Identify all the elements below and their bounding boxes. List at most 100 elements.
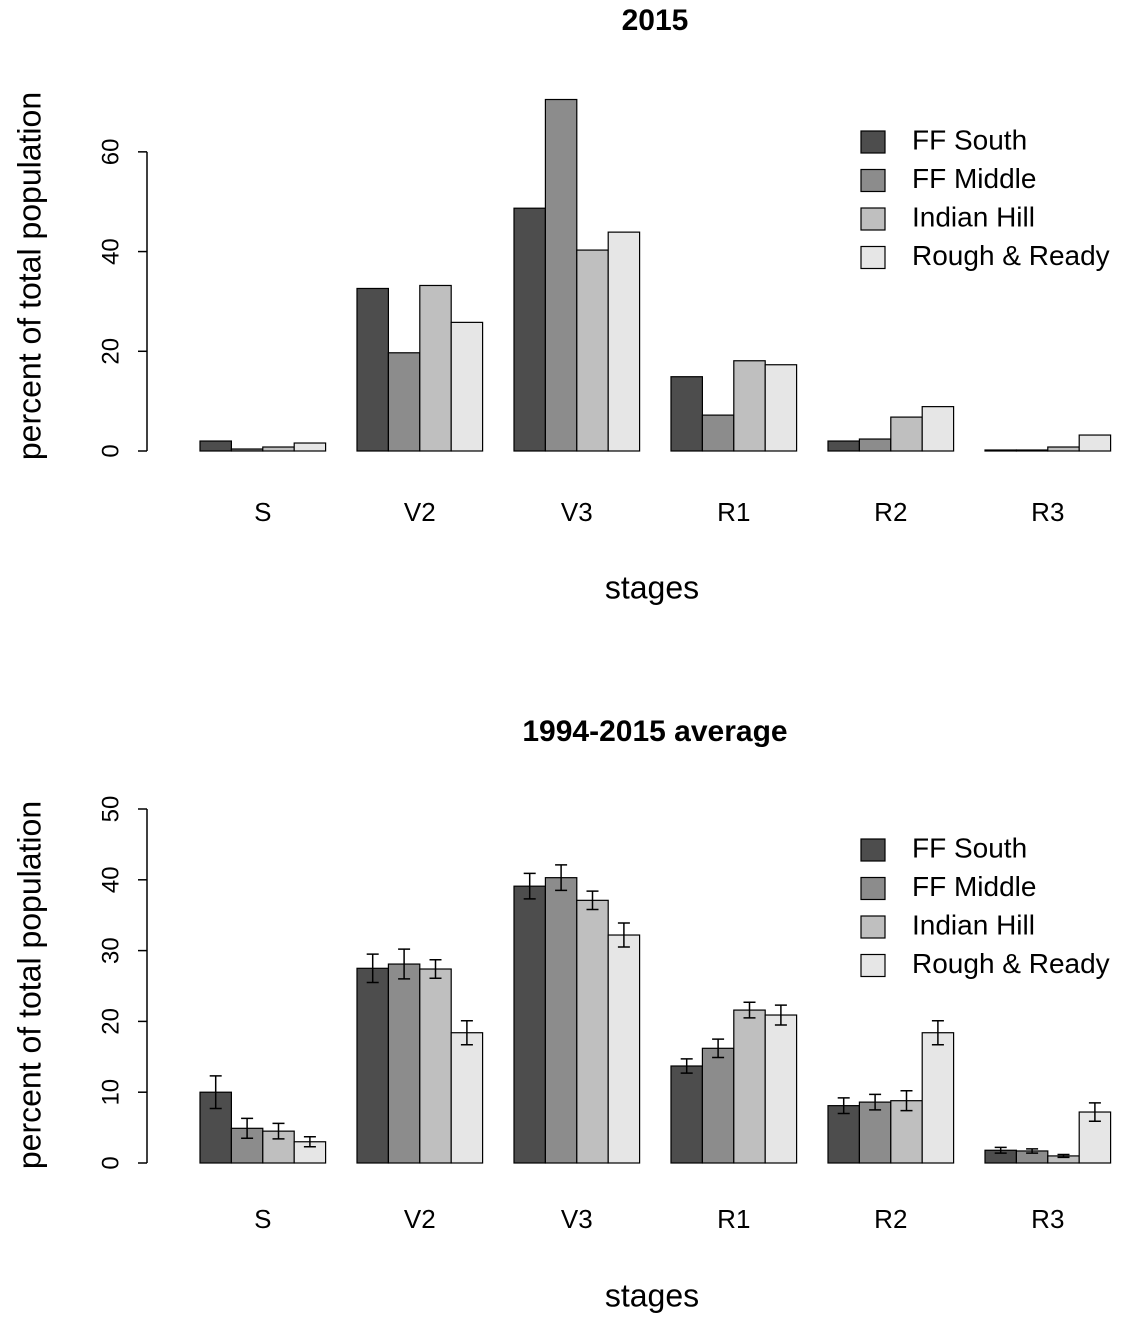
bar xyxy=(576,899,609,1164)
x-tick-label: R1 xyxy=(717,1204,750,1234)
bar xyxy=(387,963,421,1164)
y-tick-label: 10 xyxy=(97,1079,124,1106)
error-bar xyxy=(241,1117,254,1139)
x-tick-label: R3 xyxy=(1031,1204,1064,1234)
bar xyxy=(387,352,421,452)
x-tick-label: R2 xyxy=(874,1204,907,1234)
bar xyxy=(607,231,641,452)
bar xyxy=(890,416,923,452)
x-axis-label: stages xyxy=(605,569,699,605)
bar xyxy=(356,967,389,1164)
bar xyxy=(513,885,546,1164)
bar xyxy=(544,877,578,1164)
chart-title: 1994-2015 average xyxy=(522,715,787,748)
bar xyxy=(1015,449,1049,452)
bar xyxy=(764,1014,798,1164)
bar xyxy=(984,449,1017,452)
error-bar xyxy=(366,953,379,984)
x-axis-label: stages xyxy=(605,1277,699,1313)
bar xyxy=(419,968,452,1164)
bar xyxy=(858,1101,892,1164)
error-bar xyxy=(617,922,630,948)
error-bar xyxy=(1088,1102,1101,1122)
y-tick-label: 20 xyxy=(97,338,124,365)
legend-label: FF Middle xyxy=(912,871,1036,902)
bar xyxy=(701,414,735,452)
legend-label: Indian Hill xyxy=(912,201,1035,232)
bar xyxy=(576,249,609,452)
chart-title: 2015 xyxy=(622,4,689,37)
error-bar xyxy=(555,864,568,892)
bar xyxy=(1078,434,1112,452)
legend-swatch xyxy=(860,953,886,978)
legend-swatch xyxy=(860,876,886,901)
bar xyxy=(293,442,327,452)
error-bar xyxy=(837,1097,850,1115)
error-bar xyxy=(994,1146,1007,1154)
bar xyxy=(670,376,703,452)
bar xyxy=(701,1047,735,1164)
y-tick-label: 20 xyxy=(97,1008,124,1035)
error-bar xyxy=(429,959,442,979)
bar xyxy=(419,284,452,452)
bar xyxy=(921,1032,955,1164)
y-tick-label: 0 xyxy=(97,1156,124,1169)
bar xyxy=(827,1105,860,1164)
bar xyxy=(450,321,484,452)
bar xyxy=(733,360,766,452)
bar xyxy=(921,406,955,452)
bar xyxy=(356,287,389,452)
y-tick-label: 40 xyxy=(97,238,124,265)
error-bar xyxy=(272,1122,285,1140)
x-tick-label: V2 xyxy=(404,497,436,527)
bar xyxy=(230,448,264,452)
legend-swatch xyxy=(860,130,886,154)
error-bar xyxy=(303,1136,316,1148)
bar xyxy=(199,440,232,452)
error-bar xyxy=(900,1090,913,1112)
legend-label: FF South xyxy=(912,124,1027,155)
error-bar xyxy=(931,1019,944,1046)
error-bar xyxy=(1057,1153,1070,1159)
legend-label: Rough & Ready xyxy=(912,948,1110,979)
y-tick-label: 40 xyxy=(97,866,124,893)
error-bar xyxy=(743,1001,756,1019)
x-tick-label: R2 xyxy=(874,497,907,527)
bar xyxy=(827,440,860,452)
x-tick-label: S xyxy=(254,1204,271,1234)
x-tick-label: V3 xyxy=(561,497,593,527)
bar xyxy=(764,364,798,452)
y-tick-label: 60 xyxy=(97,139,124,166)
bar xyxy=(1047,446,1080,452)
y-tick-label: 30 xyxy=(97,937,124,964)
error-bar xyxy=(398,948,411,980)
bar xyxy=(670,1065,703,1164)
error-bar xyxy=(680,1058,693,1074)
error-bar xyxy=(523,872,536,900)
bar xyxy=(262,446,295,452)
bar xyxy=(858,438,892,452)
x-tick-label: V2 xyxy=(404,1204,436,1234)
legend-label: Indian Hill xyxy=(912,909,1035,940)
y-tick-label: 0 xyxy=(97,444,124,457)
error-bar xyxy=(712,1038,725,1059)
x-tick-label: S xyxy=(254,497,271,527)
legend-label: FF Middle xyxy=(912,163,1036,194)
legend-swatch xyxy=(860,207,886,231)
error-bar xyxy=(869,1093,882,1111)
y-axis-label: percent of total population xyxy=(11,801,47,1169)
legend-label: Rough & Ready xyxy=(912,240,1110,271)
y-tick-label: 50 xyxy=(97,796,124,823)
x-tick-label: R1 xyxy=(717,497,750,527)
error-bar xyxy=(774,1004,787,1026)
legend-swatch xyxy=(860,168,886,193)
error-bar xyxy=(209,1075,222,1110)
x-tick-label: R3 xyxy=(1031,497,1064,527)
legend-swatch xyxy=(860,245,886,270)
error-bar xyxy=(1026,1148,1039,1154)
bar xyxy=(544,98,578,452)
legend-swatch xyxy=(860,915,886,939)
legend-label: FF South xyxy=(912,832,1027,863)
x-tick-label: V3 xyxy=(561,1204,593,1234)
